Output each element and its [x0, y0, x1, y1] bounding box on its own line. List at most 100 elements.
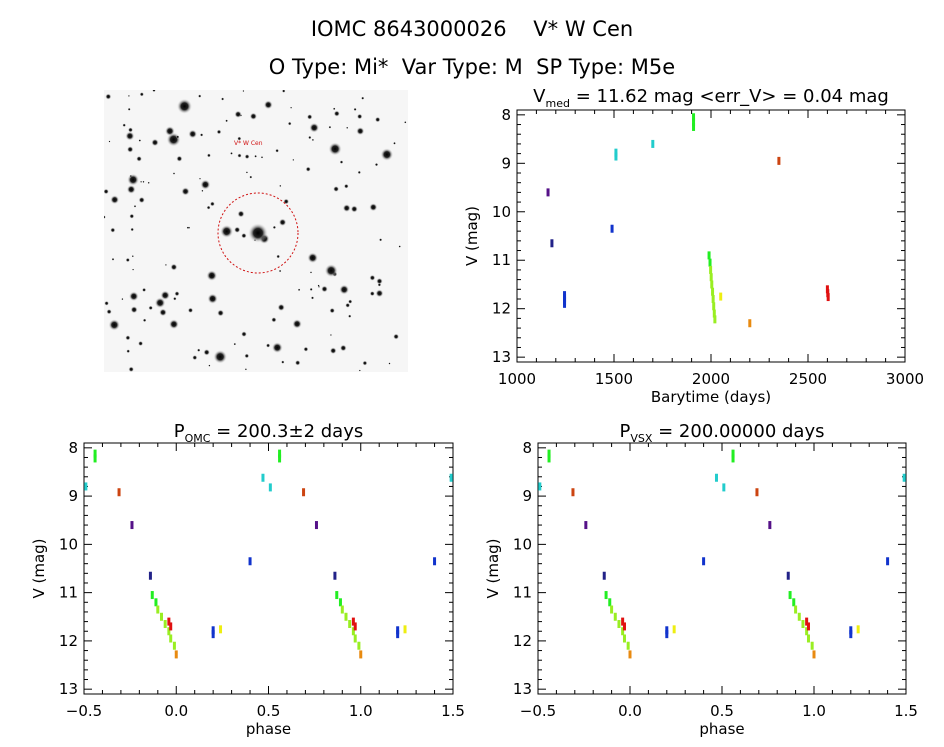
star — [197, 348, 201, 352]
data-point — [794, 605, 798, 614]
star — [245, 171, 248, 174]
star — [142, 180, 145, 183]
y-tick-label: 9 — [68, 487, 78, 505]
chart-title-sub: OMC — [185, 432, 211, 445]
x-tick-label: 3000 — [886, 370, 924, 388]
star — [237, 210, 245, 218]
data-point — [712, 309, 716, 318]
chart-phase-omc: −0.5 0.0 0.5 1.0 1.5 8 9 10 11 12 13 phase V (mag) PO… — [30, 421, 465, 738]
star — [276, 254, 281, 259]
star — [151, 138, 159, 147]
star — [105, 93, 112, 100]
data-point — [613, 612, 617, 621]
data-point — [338, 598, 342, 607]
star — [176, 155, 183, 162]
x-tick-label: 1.5 — [441, 702, 465, 720]
x-axis-label: phase — [699, 720, 744, 738]
data-point — [621, 627, 625, 636]
data-point — [708, 258, 712, 267]
star — [374, 162, 379, 167]
star — [133, 205, 137, 208]
star — [126, 184, 136, 194]
data-point — [719, 292, 723, 301]
data-point — [353, 634, 357, 643]
data-point — [154, 598, 158, 607]
star — [127, 107, 131, 111]
data-point — [449, 473, 453, 482]
data-point — [755, 488, 759, 497]
star — [339, 160, 344, 164]
chart-title-rest: = 200.00000 days — [652, 421, 824, 442]
chart-title: POMC = 200.3±2 days — [174, 421, 364, 445]
data-point — [626, 641, 630, 650]
star — [126, 349, 131, 354]
star — [188, 129, 198, 139]
star — [380, 148, 394, 161]
y-tick-label: 8 — [522, 439, 532, 457]
star — [279, 184, 282, 187]
star — [125, 257, 130, 263]
chart-title-sub: VSX — [630, 432, 653, 445]
data-point — [692, 122, 696, 131]
star — [278, 269, 282, 273]
star — [324, 264, 338, 278]
data-point — [709, 273, 713, 282]
star — [148, 305, 153, 311]
target-star — [248, 223, 268, 243]
data-point — [268, 483, 272, 492]
data-point — [84, 482, 88, 491]
x-tick-label: 0.5 — [257, 702, 281, 720]
star — [305, 166, 311, 172]
star — [152, 90, 156, 93]
star — [272, 225, 277, 230]
star — [260, 156, 264, 159]
data-point — [93, 454, 97, 463]
star — [201, 189, 204, 192]
data-point — [768, 521, 772, 530]
data-point — [849, 630, 853, 639]
star — [271, 342, 283, 354]
x-tick-label: 0.0 — [164, 702, 188, 720]
y-axis-label: V (mag) — [30, 538, 48, 598]
data-point — [602, 571, 606, 580]
data-point — [610, 224, 614, 233]
data-point — [130, 521, 134, 530]
chart-title-main: V — [533, 86, 546, 107]
y-tick-label: 11 — [513, 584, 532, 602]
data-point — [357, 641, 361, 650]
data-point — [707, 251, 711, 260]
star — [181, 187, 190, 196]
x-tick-label: 0.0 — [618, 702, 642, 720]
x-axis-label: Barytime (days) — [651, 388, 771, 406]
star — [192, 355, 198, 361]
star — [393, 333, 400, 340]
star — [128, 366, 134, 372]
star — [206, 205, 211, 210]
x-tick-label: 2500 — [789, 370, 827, 388]
star — [306, 114, 313, 120]
star — [292, 319, 302, 329]
star — [356, 127, 365, 136]
figure-title: IOMC 8643000026 V* W Cen — [310, 17, 634, 41]
star — [388, 362, 391, 365]
star — [339, 344, 347, 352]
data-point — [810, 641, 814, 650]
data-point — [709, 265, 713, 274]
star — [164, 263, 167, 266]
chart-title-rest: = 200.3±2 days — [210, 421, 363, 442]
data-point — [710, 280, 714, 289]
star — [199, 177, 201, 180]
star — [221, 97, 225, 101]
star — [168, 319, 179, 330]
data-point — [856, 625, 860, 634]
star — [317, 284, 320, 287]
data-point — [172, 641, 176, 650]
data-point — [692, 113, 696, 122]
data-point — [805, 627, 809, 636]
y-tick-label: 11 — [492, 251, 511, 269]
star — [172, 172, 176, 175]
star — [126, 146, 134, 153]
star — [125, 335, 131, 341]
star — [281, 90, 286, 93]
